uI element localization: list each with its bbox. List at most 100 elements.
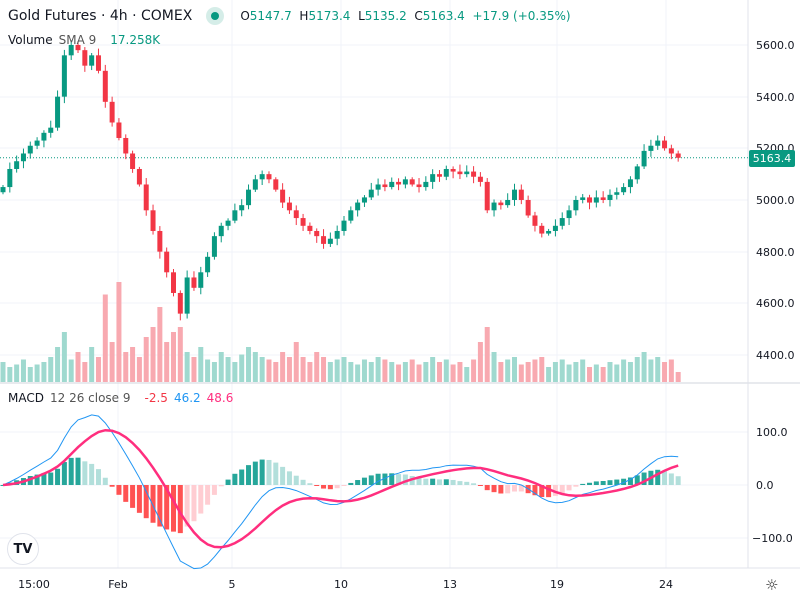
macd-line [2, 414, 679, 570]
volume-bar [82, 362, 88, 382]
volume-bar [546, 367, 552, 382]
macd-histogram-bar [518, 485, 524, 492]
volume-bar [123, 352, 129, 382]
candle-body [559, 218, 565, 226]
candle-body [477, 176, 483, 182]
macd-histogram-bar [450, 479, 456, 485]
symbol-title[interactable]: Gold Futures · 4h · COMEX [8, 8, 193, 24]
candle-body [389, 181, 395, 188]
volume-bar [232, 362, 238, 382]
candle-body [205, 256, 211, 273]
candle-body [225, 220, 231, 226]
volume-bar [184, 352, 190, 382]
candle-body [341, 220, 347, 231]
candle-body [334, 230, 340, 239]
tradingview-logo[interactable]: TV [7, 533, 39, 565]
volume-bar [246, 347, 252, 382]
volume-bar [334, 359, 340, 382]
volume-legend[interactable]: Volume SMA 9 17.258K [8, 33, 161, 47]
macd-histogram-bar [321, 485, 327, 489]
volume-bar [20, 359, 26, 382]
candle-body [164, 251, 170, 273]
candle-body [348, 210, 354, 221]
volume-bar [621, 359, 627, 382]
candle-body [600, 197, 606, 200]
candle-body [20, 153, 26, 162]
volume-bar [355, 364, 361, 382]
volume-bar [157, 307, 163, 382]
settings-icon[interactable]: ☼ [765, 576, 779, 594]
macd-histogram-bar [232, 473, 238, 485]
macd-histogram-bar [423, 478, 429, 485]
volume-bar [539, 357, 545, 382]
macd-histogram-bar [307, 483, 313, 485]
volume-bar [512, 357, 517, 382]
candle-body [662, 140, 668, 149]
volume-bar [477, 342, 483, 382]
volume-bar [150, 327, 156, 382]
price-tick: 5000.0 [756, 194, 795, 207]
candle-body [409, 179, 415, 185]
candle-body [627, 179, 633, 188]
volume-bar [464, 367, 470, 382]
volume-bar [587, 367, 593, 382]
macd-histogram-bar [539, 485, 545, 498]
time-tick: 5 [228, 578, 236, 591]
macd-histogram-bar [109, 485, 115, 487]
candle-body [41, 132, 47, 141]
candle-body [396, 181, 402, 185]
candle-body [416, 184, 422, 188]
candle-body [89, 55, 95, 66]
volume-bar [641, 352, 647, 382]
volume-bar [402, 362, 408, 382]
candle-body [130, 153, 136, 169]
macd-histogram-bar [607, 480, 613, 485]
macd-histogram-bar [471, 483, 477, 485]
candle-body [621, 187, 627, 193]
candle-body [430, 174, 436, 182]
macd-histogram-bar [668, 473, 674, 485]
macd-tick: −100.0 [752, 532, 793, 545]
candle-body [143, 184, 149, 211]
volume-bar [375, 357, 381, 382]
macd-histogram-bar [143, 485, 149, 519]
volume-bar [164, 342, 170, 382]
candle-body [61, 55, 67, 97]
last-price-tag: 5163.4 [749, 150, 795, 167]
macd-histogram-bar [580, 483, 586, 485]
candle-body [252, 179, 258, 190]
volume-bar [559, 359, 565, 382]
macd-histogram-bar [61, 462, 67, 485]
macd-histogram-bar [136, 485, 142, 513]
macd-histogram-bar [491, 485, 497, 493]
volume-bar [143, 337, 149, 382]
macd-histogram-bar [198, 485, 204, 514]
macd-histogram-bar [225, 479, 231, 485]
volume-bar [484, 327, 490, 382]
candle-body [157, 230, 163, 252]
volume-bar [655, 357, 661, 382]
candle-body [286, 202, 292, 211]
macd-histogram-bar [505, 485, 511, 494]
macd-legend[interactable]: MACD 12 26 close 9 -2.5 46.2 48.6 [8, 391, 234, 405]
volume-bar [109, 342, 115, 382]
volume-bar [580, 359, 586, 382]
volume-bar [471, 359, 477, 382]
volume-bar [634, 357, 640, 382]
macd-histogram-bar [436, 479, 442, 485]
macd-histogram-bar [348, 482, 354, 485]
macd-histogram-bar [416, 477, 422, 485]
logo-text: TV [13, 541, 33, 557]
volume-bar [273, 362, 279, 382]
macd-histogram-bar [75, 457, 81, 485]
macd-histogram-bar [675, 476, 681, 485]
volume-bar [130, 347, 136, 382]
candle-body [109, 101, 115, 123]
candle-body [675, 153, 681, 158]
macd-histogram-bar [621, 478, 627, 485]
volume-bar [662, 362, 668, 382]
volume-bar [675, 372, 681, 382]
volume-bar [361, 359, 367, 382]
volume-bar [600, 367, 606, 382]
